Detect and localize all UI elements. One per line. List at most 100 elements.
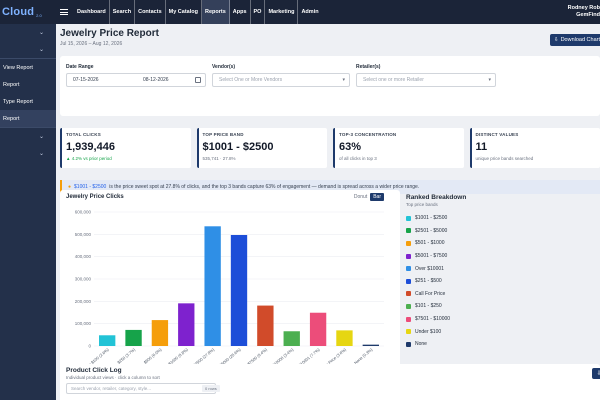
ranked-item-label: $101 - $250 — [415, 303, 442, 310]
bar[interactable] — [283, 331, 300, 346]
ranked-item-label: $251 - $500 — [415, 278, 442, 285]
download-icon: ⇩ — [553, 37, 559, 43]
ranked-subtitle: Top price bands — [406, 202, 438, 207]
page-date-range: Jul 15, 2026 – Aug 12, 2026 — [60, 41, 123, 47]
download-chart-label: Download Chart — [560, 37, 600, 43]
legend-swatch — [406, 240, 411, 246]
nav-item-marketing[interactable]: Marketing — [265, 0, 299, 24]
bar[interactable] — [125, 329, 142, 346]
insight-highlight: $1001 - $2500 — [74, 184, 107, 190]
legend-swatch — [406, 329, 411, 335]
bar[interactable] — [230, 235, 248, 346]
sidebar-item-label: View Report — [3, 64, 33, 71]
chevron-down-icon: ▾ — [488, 77, 491, 83]
nav-item-po[interactable]: PO — [251, 0, 266, 24]
download-chart-button[interactable]: ⇩ Download Chart — [549, 34, 600, 46]
nav-item-dashboard[interactable]: Dashboard — [74, 0, 110, 24]
toggle-donut[interactable]: Donut — [353, 194, 368, 200]
bar[interactable] — [309, 312, 327, 346]
bar[interactable] — [99, 335, 116, 346]
sidebar-item-3[interactable]: Report — [0, 76, 56, 93]
stat-subtext: ▲ 4.2% vs prior period — [66, 156, 112, 161]
log-search-input[interactable]: Search vendor, retailer, category, style… — [66, 383, 216, 394]
nav-item-apps[interactable]: Apps — [230, 0, 251, 24]
user-menu[interactable]: Rodney Rob GemFind — [568, 5, 600, 19]
sidebar-item-5[interactable]: Report — [0, 110, 56, 127]
log-subtitle: Individual product views · click a colum… — [66, 375, 160, 380]
nav-item-contacts[interactable]: Contacts — [135, 0, 166, 24]
sidebar-item-label: Type Report — [3, 98, 33, 105]
retailer-select[interactable]: Select one or more Retailer ▾ — [356, 73, 496, 87]
chevron-down-icon: ⌄ — [38, 30, 44, 36]
app-logo[interactable]: Cloud 2.0 — [0, 0, 56, 24]
logo-version: 2.0 — [36, 12, 42, 18]
bar[interactable] — [204, 226, 221, 346]
ranked-item-label: Call For Price — [415, 290, 446, 297]
stat-subtext: unique price bands searched — [475, 156, 534, 161]
vendor-label: Vendor(s) — [212, 64, 236, 70]
stat-label: DISTINCT VALUES — [475, 132, 519, 137]
chevron-down-icon: ⌄ — [38, 151, 44, 157]
stat-card-distinct-values: DISTINCT VALUES 11 unique price bands sear… — [469, 128, 600, 168]
vendor-select[interactable]: Select One or More Vendors ▾ — [212, 73, 350, 87]
stat-value: $1001 - $2500 — [202, 141, 274, 153]
bar[interactable] — [336, 330, 353, 346]
stat-subtext: 535,741 · 27.8% — [202, 156, 236, 161]
y-tick-label: 100,000 — [75, 321, 92, 326]
legend-swatch — [406, 291, 411, 297]
retailer-label: Retailer(s) — [356, 64, 381, 70]
log-row-count: 0 rows — [202, 385, 220, 392]
bar[interactable] — [178, 303, 195, 346]
bar[interactable] — [362, 344, 379, 346]
sidebar-item-1[interactable]: ⌄ — [0, 41, 56, 58]
legend-swatch — [406, 215, 411, 221]
ranked-title: Ranked Breakdown — [406, 194, 467, 201]
ranked-item-label: $7501 - $10000 — [415, 316, 451, 323]
ranked-item: $7501 - $10000 — [406, 313, 586, 326]
ranked-item-label: $501 - $1000 — [415, 240, 445, 247]
bar[interactable] — [257, 305, 274, 346]
stat-value: 11 — [475, 141, 488, 153]
ranked-breakdown: Ranked Breakdown Top price bands $1001 -… — [406, 194, 586, 384]
legend-swatch — [406, 278, 411, 284]
sidebar-item-2[interactable]: View Report — [0, 59, 56, 76]
ranked-item: $101 - $250 — [406, 300, 586, 313]
ranked-item-label: Under $100 — [415, 328, 442, 335]
legend-swatch — [406, 316, 411, 322]
bar[interactable] — [151, 320, 169, 346]
sidebar-divider — [0, 58, 56, 59]
lightbulb-icon: ● — [68, 184, 72, 190]
sidebar-item-7[interactable]: ⌄ — [0, 145, 56, 162]
ranked-list: $1001 - $2500 $2501 - $5000 $501 - $1000 $5… — [406, 212, 586, 351]
toggle-bar[interactable]: Bar — [370, 193, 384, 201]
ranked-item-label: None — [415, 341, 427, 348]
stat-value: 63% — [339, 141, 362, 153]
stat-value: 1,939,446 — [66, 141, 115, 153]
sidebar-item-0[interactable]: ⌄ — [0, 24, 56, 41]
nav-item-reports[interactable]: Reports — [201, 0, 230, 24]
stat-card-total-clicks: TOTAL CLICKS 1,939,446 ▲ 4.2% vs prior per… — [60, 128, 191, 168]
log-download-button[interactable]: ⇩ — [592, 368, 600, 379]
date-from: 07-15-2026 — [73, 77, 99, 83]
insight-text: is the price sweet spot at 27.8% of clic… — [109, 184, 420, 190]
chevron-down-icon: ▾ — [342, 77, 345, 83]
nav-item-search[interactable]: Search — [110, 0, 136, 24]
nav-item-my-catalog[interactable]: My Catalog — [166, 0, 202, 24]
stat-card-top-3-concentration: TOP-3 CONCENTRATION 63% of all clicks in t… — [333, 128, 464, 168]
hamburger-menu-icon[interactable] — [60, 9, 68, 15]
ranked-item-label: $2501 - $5000 — [415, 227, 448, 234]
date-range-picker[interactable]: 07-15-2026 08-12-2026 — [66, 73, 206, 87]
y-tick-label: 0 — [88, 344, 91, 349]
sidebar-item-4[interactable]: Type Report — [0, 93, 56, 110]
retailer-placeholder: Select one or more Retailer — [363, 77, 424, 83]
legend-swatch — [406, 303, 411, 309]
y-tick-label: 300,000 — [75, 277, 92, 282]
sidebar-item-6[interactable]: ⌄ — [0, 128, 56, 145]
legend-swatch — [406, 266, 411, 272]
nav-item-admin[interactable]: Admin — [301, 9, 319, 15]
stat-card-top-price-band: TOP PRICE BAND $1001 - $2500 535,741 · 27.… — [196, 128, 327, 168]
legend-swatch — [406, 253, 411, 259]
ranked-item: $1001 - $2500 — [406, 212, 586, 225]
sidebar: ⌄ ⌄ View Report Report Type Report Report ⌄ ⌄ — [0, 24, 56, 400]
stat-label: TOP PRICE BAND — [202, 132, 244, 137]
